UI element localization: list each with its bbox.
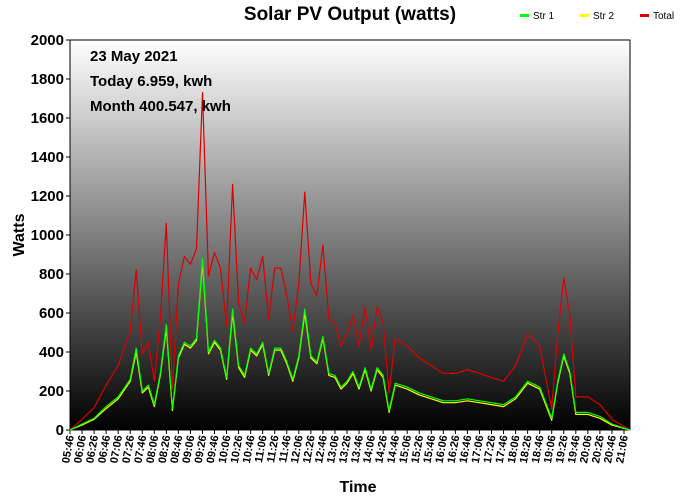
x-tick-label: 15:06 xyxy=(397,434,414,464)
x-tick-label: 12:06 xyxy=(289,434,306,464)
x-tick-label: 10:46 xyxy=(241,434,258,464)
y-tick-label: 1600 xyxy=(31,110,64,127)
x-tick-label: 17:46 xyxy=(494,434,511,464)
x-tick-label: 13:06 xyxy=(325,434,342,464)
x-tick-label: 08:26 xyxy=(157,434,174,464)
x-tick-label: 20:26 xyxy=(590,434,607,464)
x-tick-label: 06:26 xyxy=(84,434,101,464)
legend-item-total: Total xyxy=(640,11,674,22)
series-line-str-1 xyxy=(69,257,631,431)
x-tick-label: 18:06 xyxy=(506,434,523,464)
x-tick-label: 09:46 xyxy=(205,434,222,464)
series-line-total xyxy=(69,91,631,431)
x-tick-label: 06:46 xyxy=(96,434,113,464)
y-tick-label: 1800 xyxy=(31,71,64,88)
y-tick-label: 1400 xyxy=(31,149,64,166)
x-tick-label: 08:46 xyxy=(169,434,186,464)
x-tick-label: 07:26 xyxy=(120,434,137,464)
legend-swatch xyxy=(520,14,529,17)
y-axis: 0 200 400 600 800 1000 1200 1400 1600 1800 2000 xyxy=(31,32,70,439)
x-tick-label: 09:06 xyxy=(181,434,198,464)
annotations: 23 May 2021 Today 6.959, kwh Month 400.5… xyxy=(90,48,231,115)
legend-swatch xyxy=(580,14,589,17)
legend-item-str-1: Str 1 xyxy=(520,11,555,22)
x-tick-label: 18:26 xyxy=(518,434,535,464)
x-tick-label: 21:06 xyxy=(614,434,631,464)
legend-item-str-2: Str 2 xyxy=(580,11,615,22)
x-tick-label: 14:26 xyxy=(373,434,390,464)
annotation-month: Month 400.547, kwh xyxy=(90,98,231,115)
x-tick-label: 19:46 xyxy=(566,434,583,464)
x-tick-label: 18:46 xyxy=(530,434,547,464)
y-tick-label: 1000 xyxy=(31,227,64,244)
x-tick-label: 14:06 xyxy=(361,434,378,464)
y-tick-label: 0 xyxy=(56,422,64,439)
x-tick-label: 06:06 xyxy=(72,434,89,464)
x-tick-label: 11:26 xyxy=(265,434,282,463)
x-tick-label: 16:26 xyxy=(446,434,463,464)
x-tick-label: 09:26 xyxy=(193,434,210,464)
x-tick-label: 05:46 xyxy=(60,434,77,464)
x-tick-label: 12:46 xyxy=(313,434,330,464)
y-tick-label: 1200 xyxy=(31,188,64,205)
annotation-today: Today 6.959, kwh xyxy=(90,73,212,90)
x-axis: 05:4606:0606:2606:4607:0607:2607:4608:06… xyxy=(60,430,631,464)
x-tick-label: 07:06 xyxy=(108,434,125,464)
plot-area xyxy=(69,39,631,431)
x-tick-label: 07:46 xyxy=(133,434,150,464)
x-tick-label: 20:46 xyxy=(602,434,619,464)
x-tick-label: 16:46 xyxy=(458,434,475,464)
legend-swatch xyxy=(640,14,649,17)
legend-label: Str 1 xyxy=(533,11,555,22)
x-tick-label: 15:26 xyxy=(409,434,426,464)
x-tick-label: 13:46 xyxy=(349,434,366,464)
x-tick-label: 13:26 xyxy=(337,434,354,464)
chart-title: Solar PV Output (watts) xyxy=(244,4,456,25)
x-tick-label: 17:26 xyxy=(482,434,499,464)
x-tick-label: 10:06 xyxy=(217,434,234,464)
annotation-date: 23 May 2021 xyxy=(90,48,178,65)
x-tick-label: 11:46 xyxy=(277,434,294,463)
y-tick-label: 800 xyxy=(39,266,64,283)
series-lines xyxy=(69,91,631,431)
x-tick-label: 19:26 xyxy=(554,434,571,464)
y-tick-label: 2000 xyxy=(31,32,64,49)
x-tick-label: 08:06 xyxy=(145,434,162,464)
x-tick-label: 11:06 xyxy=(253,434,270,463)
y-tick-label: 400 xyxy=(39,344,64,361)
x-tick-label: 16:06 xyxy=(434,434,451,464)
x-tick-label: 20:06 xyxy=(578,434,595,464)
legend-label: Total xyxy=(653,11,674,22)
y-tick-label: 200 xyxy=(39,383,64,400)
x-tick-label: 19:06 xyxy=(542,434,559,464)
legend-label: Str 2 xyxy=(593,11,615,22)
x-axis-label: Time xyxy=(339,479,376,496)
x-tick-label: 17:06 xyxy=(470,434,487,464)
y-tick-label: 600 xyxy=(39,305,64,322)
x-tick-label: 15:46 xyxy=(422,434,439,464)
y-axis-label: Watts xyxy=(11,213,28,256)
x-tick-label: 10:26 xyxy=(229,434,246,464)
x-tick-label: 14:46 xyxy=(385,434,402,464)
legend: Str 1 Str 2 Total xyxy=(520,11,674,22)
x-tick-label: 12:26 xyxy=(301,434,318,464)
